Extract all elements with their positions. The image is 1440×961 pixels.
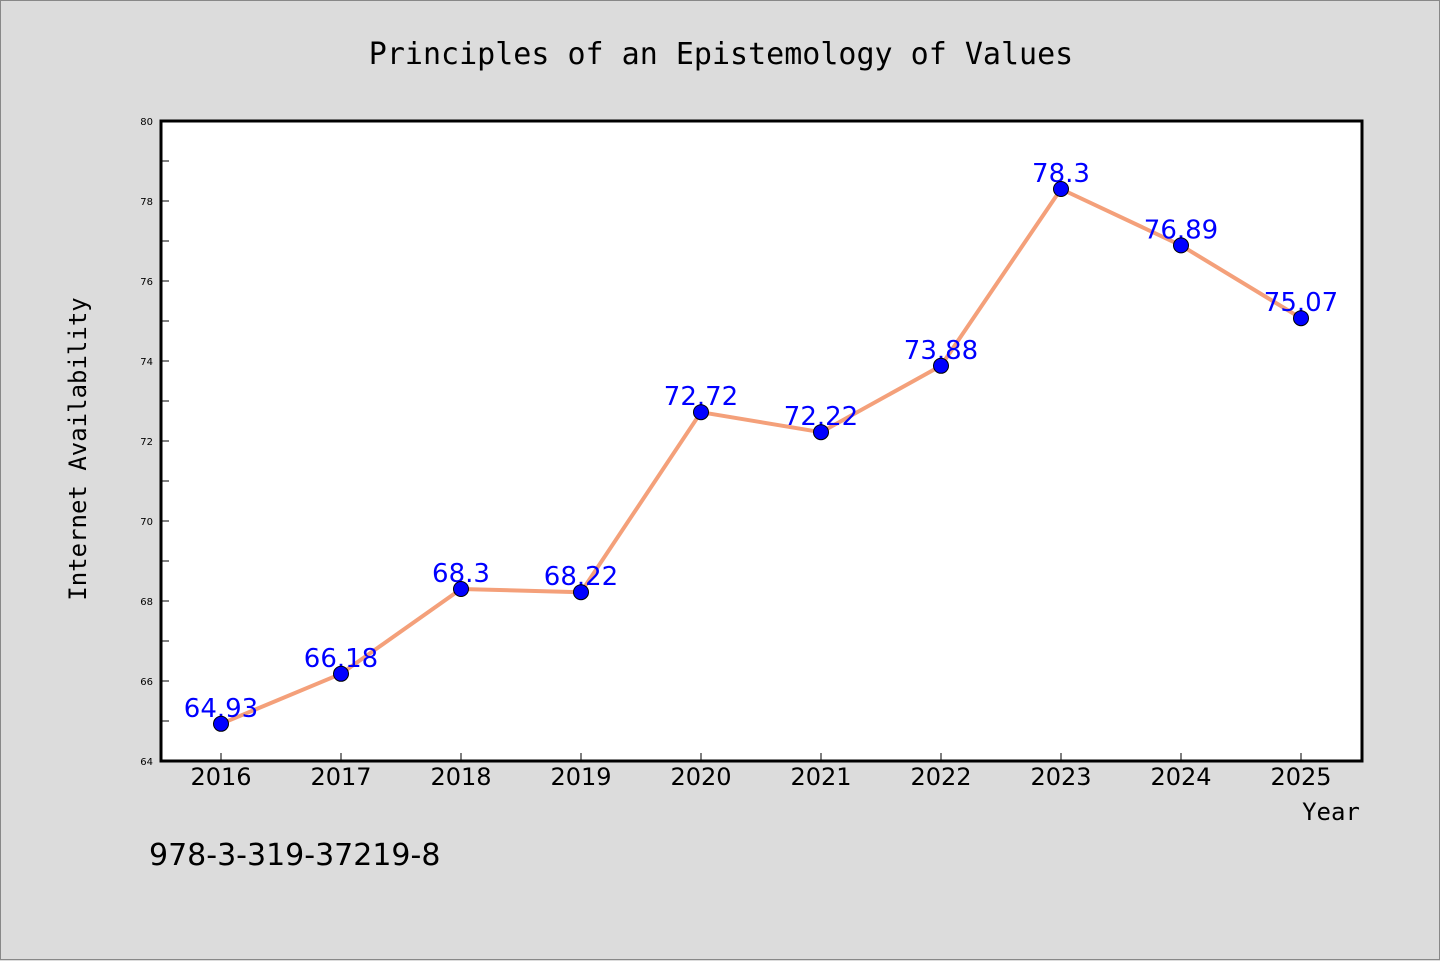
y-tick-label: 70 <box>140 517 153 528</box>
y-tick-label: 72 <box>140 437 153 448</box>
y-tick-label: 76 <box>140 277 153 288</box>
data-point <box>1053 181 1069 197</box>
x-tick-label: 2021 <box>790 763 851 791</box>
data-point <box>213 715 229 732</box>
x-tick-label: 2017 <box>310 763 371 791</box>
chart-title: Principles of an Epistemology of Values <box>369 37 1073 72</box>
data-point <box>573 584 589 601</box>
y-axis-label: Internet Availability <box>64 297 92 600</box>
y-axis: 64 66 68 70 72 74 76 78 80 <box>140 117 169 768</box>
data-point <box>813 424 829 441</box>
data-point <box>1173 237 1189 254</box>
y-tick-label: 66 <box>140 677 153 688</box>
data-point <box>333 665 349 682</box>
data-point <box>453 581 469 597</box>
y-tick-label: 80 <box>140 117 153 128</box>
x-axis-label: Year <box>1302 798 1360 826</box>
y-tick-label: 78 <box>140 197 153 208</box>
x-tick-label: 2022 <box>910 763 971 791</box>
x-axis: 2016 2017 2018 2019 2020 2021 2022 2023 2024 2025 <box>190 753 1332 791</box>
x-tick-label: 2025 <box>1270 763 1331 791</box>
x-tick-label: 2016 <box>190 763 251 791</box>
x-tick-label: 2019 <box>550 763 611 791</box>
x-tick-label: 2023 <box>1030 763 1091 791</box>
data-point <box>1293 310 1309 327</box>
plot-area <box>159 119 1364 763</box>
y-tick-label: 68 <box>140 597 153 608</box>
series-line <box>220 187 1303 726</box>
data-point <box>933 357 949 374</box>
data-point <box>693 404 709 421</box>
y-tick-label: 64 <box>140 757 153 768</box>
x-tick-label: 2020 <box>670 763 731 791</box>
isbn-text: 978-3-319-37219-8 <box>149 838 440 873</box>
x-tick-label: 2018 <box>430 763 491 791</box>
y-tick-label: 74 <box>140 357 153 368</box>
x-tick-label: 2024 <box>1150 763 1211 791</box>
